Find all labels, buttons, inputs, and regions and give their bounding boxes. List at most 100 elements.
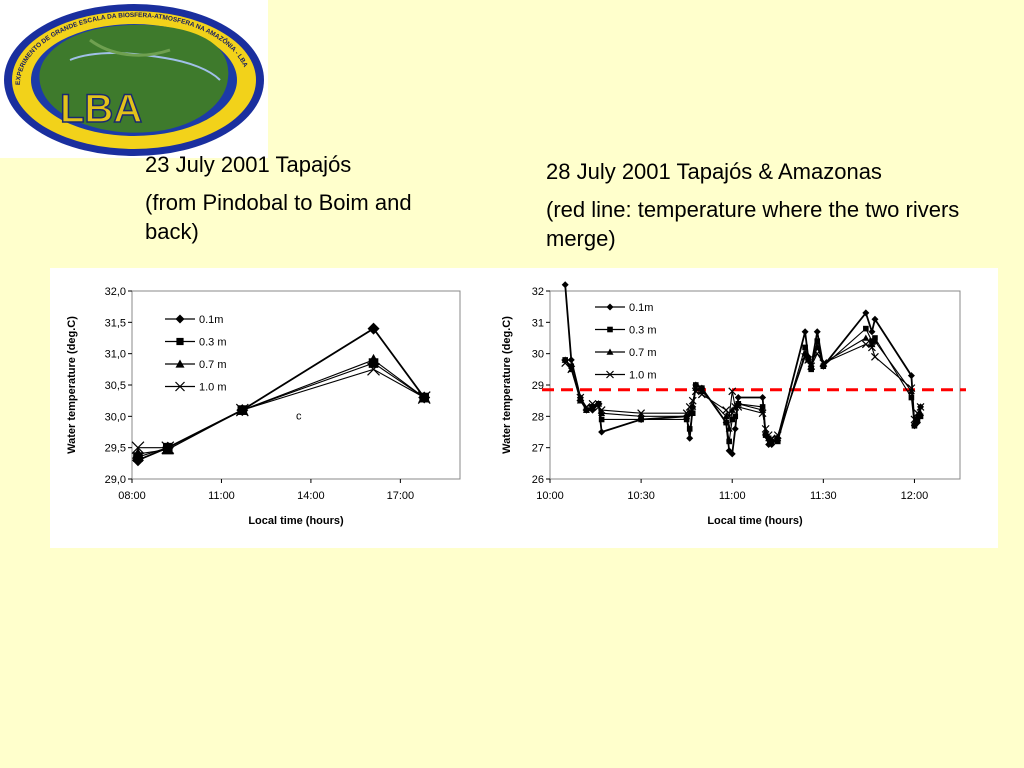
y-tick-label: 30,0 (105, 411, 126, 423)
y-tick-label: 26 (532, 474, 544, 486)
data-point-s0-28 (862, 309, 870, 317)
data-point-s2-0 (131, 447, 144, 459)
y-tick-label: 30 (532, 349, 544, 361)
data-point-s2-2 (576, 397, 584, 404)
data-point-s3-13 (722, 406, 731, 414)
data-point-s3-4 (588, 399, 597, 408)
y-tick-label: 31 (532, 317, 544, 329)
data-point-s0-1 (567, 356, 575, 364)
x-axis-label: Local time (hours) (248, 515, 344, 527)
data-point-s3-12-stroke-b (697, 390, 706, 399)
data-point-s3-1-stroke-b (161, 441, 175, 455)
data-point-s3-25-stroke-b (807, 362, 816, 371)
data-point-s3-10-stroke-b (688, 396, 697, 405)
left-temperature-chart: 29,0 29,5 30,0 30,5 31,0 31,5 32,0 08:00 11:00 14… (66, 286, 461, 527)
y-tick-label: 31,0 (105, 349, 126, 361)
data-point-s3-2 (235, 403, 249, 417)
data-point-s1-28 (863, 325, 869, 332)
data-point-s2-26 (813, 343, 821, 351)
data-point-s3-19-stroke-b (761, 424, 770, 433)
data-point-s3-0 (561, 359, 570, 367)
data-point-s3-3 (582, 403, 591, 411)
data-point-s3-27-stroke-b (819, 359, 828, 367)
data-point-s0-26 (813, 328, 821, 336)
data-point-s1-22 (774, 438, 781, 445)
data-point-s0-30 (871, 315, 879, 323)
data-point-s1-8 (683, 416, 690, 423)
y-tick-label: 32 (532, 286, 544, 298)
data-point-s3-17-stroke-b (734, 403, 743, 411)
y-axis-label: Water temperature (deg.C) (66, 316, 78, 454)
data-point-s2-6 (598, 409, 606, 416)
legend-label-0: 0.1m (629, 302, 653, 314)
data-point-s3-11 (691, 387, 700, 396)
left-caption-subtitle: (from Pindobal to Boim and back) (145, 190, 412, 244)
legend-marker-0 (606, 303, 614, 311)
legend-marker-2 (606, 348, 614, 355)
data-point-s3-11-stroke-b (691, 387, 700, 396)
data-point-s1-33 (914, 416, 921, 423)
left-caption: 23 July 2001 Tapajós (from Pindobal to B… (145, 150, 445, 255)
legend-label-3: 1.0 m (199, 382, 227, 394)
data-point-s3-28 (861, 340, 870, 349)
data-point-s3-30-stroke-b (871, 352, 879, 361)
data-point-s3-32-stroke-b (910, 415, 919, 424)
data-point-s3-31 (907, 384, 916, 393)
data-point-s3-13-stroke-b (722, 406, 731, 414)
data-point-s3-18-stroke-b (758, 409, 767, 418)
data-point-s3-2-stroke-b (576, 393, 585, 402)
legend-marker-1 (176, 337, 184, 346)
data-point-s3-25 (807, 362, 816, 371)
data-point-s2-22 (774, 434, 782, 442)
data-point-s3-27 (819, 359, 828, 367)
y-tick-label: 29,0 (105, 474, 126, 486)
data-point-s0-17 (734, 394, 742, 402)
data-point-s3-7-stroke-b (637, 409, 646, 418)
legend-label-3: 1.0 m (629, 370, 657, 382)
data-point-s3-26 (813, 349, 822, 358)
data-point-s2-1 (161, 443, 174, 455)
data-point-s0-29 (868, 328, 876, 336)
data-point-s0-18 (759, 394, 767, 402)
x-tick-label: 08:00 (118, 490, 146, 502)
data-point-s3-33 (913, 409, 922, 418)
data-point-s1-19 (762, 432, 769, 438)
data-point-s1-25 (808, 366, 814, 373)
y-tick-label: 28 (532, 411, 544, 423)
data-point-s3-24-stroke-b (804, 356, 813, 364)
data-point-s1-23 (802, 344, 808, 351)
data-point-s3-2 (576, 393, 585, 402)
data-point-s3-0-stroke-b (561, 359, 570, 367)
data-point-s3-17 (734, 403, 743, 411)
data-point-s0-3 (367, 322, 380, 335)
data-point-s3-4-stroke-b (417, 391, 431, 404)
x-tick-label: 17:00 (387, 490, 415, 502)
data-point-s3-22 (773, 431, 782, 440)
y-tick-label: 31,5 (105, 317, 126, 329)
data-point-s3-0-stroke-b (131, 441, 145, 455)
right-caption: 28 July 2001 Tapajós & Amazonas (red lin… (546, 157, 986, 262)
y-axis-label: Water temperature (deg.C) (501, 316, 513, 454)
right-caption-subtitle: (red line: temperature where the two riv… (546, 197, 960, 251)
data-point-s3-0 (131, 441, 145, 455)
legend-label-2: 0.7 m (199, 359, 227, 371)
data-point-s3-1 (567, 365, 576, 374)
data-point-s3-15 (728, 387, 737, 396)
legend-label-0: 0.1m (199, 314, 223, 326)
data-point-s3-4-stroke-b (588, 399, 597, 408)
chart-annotation: c (296, 410, 302, 422)
legend-label-2: 0.7 m (629, 347, 657, 359)
data-point-s3-16-stroke-b (731, 403, 740, 411)
data-point-s3-26-stroke-b (813, 349, 822, 358)
data-point-s3-1-stroke-b (567, 365, 576, 374)
data-point-s2-14 (725, 425, 733, 432)
y-tick-label: 30,5 (105, 380, 126, 392)
lba-logo: LBA EXPERIMENTO DE GRANDE ESCALA DA BIOS… (0, 0, 268, 158)
data-point-s3-8 (682, 409, 691, 418)
data-point-s3-3-stroke-b (367, 362, 380, 376)
x-tick-label: 12:00 (901, 490, 929, 502)
x-tick-label: 11:30 (810, 490, 837, 502)
data-point-s0-16 (731, 425, 739, 433)
data-point-s1-32 (911, 422, 918, 429)
data-point-s3-32 (910, 415, 919, 424)
